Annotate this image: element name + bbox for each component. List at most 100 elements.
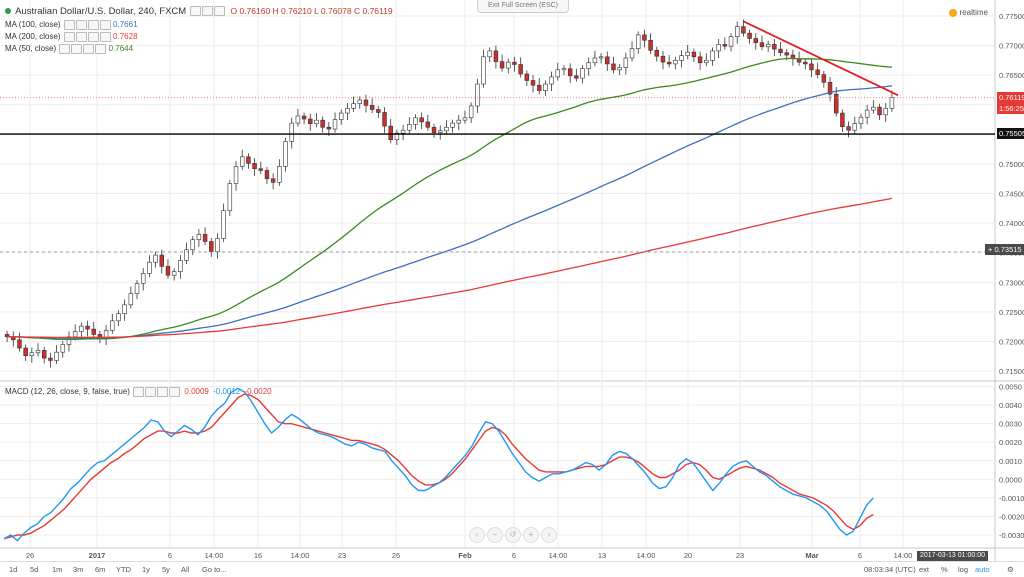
reset-icon[interactable]: ↺	[505, 527, 521, 543]
close-icon[interactable]	[87, 32, 99, 42]
period-all[interactable]: All	[181, 565, 190, 574]
macd-tick-label: -0.0020	[999, 512, 1024, 521]
candle	[17, 339, 22, 349]
candle	[184, 249, 189, 261]
ma50-label: MA (50, close)	[5, 44, 57, 54]
period-5d[interactable]: 5d	[30, 565, 39, 574]
goto-button[interactable]: Go to...	[202, 565, 227, 574]
candle	[29, 352, 35, 357]
gear-icon[interactable]	[75, 20, 87, 30]
candle	[54, 351, 59, 361]
candle	[629, 48, 635, 59]
log-toggle[interactable]: log	[958, 565, 969, 574]
eye-icon[interactable]	[59, 44, 71, 54]
candle	[530, 80, 536, 86]
more-icon[interactable]	[99, 20, 111, 30]
price-tick-label: 0.72500	[999, 308, 1024, 317]
period-1m[interactable]: 1m	[52, 565, 63, 574]
zoom-out-icon[interactable]: −	[487, 527, 503, 543]
utc-time[interactable]: 08:03:34 (UTC)	[864, 565, 916, 574]
price-tick-label: 0.72000	[999, 338, 1024, 347]
resistance-trendline[interactable]	[743, 20, 899, 97]
candle	[332, 119, 338, 130]
candle	[623, 57, 629, 68]
realtime-indicator[interactable]: realtime	[948, 8, 988, 17]
period-5y[interactable]: 5y	[162, 565, 170, 574]
ma50-line	[7, 57, 892, 341]
candle	[134, 283, 140, 294]
plus-icon[interactable]: +	[988, 245, 995, 254]
gear-icon[interactable]	[201, 6, 213, 17]
zoom-in-icon[interactable]: +	[523, 527, 539, 543]
scroll-right-icon[interactable]: ›	[541, 527, 557, 543]
period-1y[interactable]: 1y	[142, 565, 150, 574]
candle	[666, 61, 672, 65]
ext-toggle[interactable]: ext	[919, 565, 930, 574]
macd-legend[interactable]: MACD (12, 26, close, 9, false, true) 0.0…	[5, 387, 272, 397]
percent-toggle[interactable]: %	[941, 565, 948, 574]
candle	[289, 122, 294, 142]
candle	[128, 293, 134, 306]
eye-icon[interactable]	[133, 387, 145, 397]
candle	[202, 234, 208, 242]
more-icon[interactable]	[95, 44, 107, 54]
period-3m[interactable]: 3m	[73, 565, 84, 574]
candle	[444, 126, 449, 132]
candle	[765, 44, 771, 48]
candle	[308, 118, 313, 125]
ma100-value: 0.7661	[113, 20, 138, 30]
eye-icon[interactable]	[63, 32, 75, 42]
eye-icon[interactable]	[189, 6, 201, 17]
ma200-legend[interactable]: MA (200, close) 0.7628	[5, 32, 138, 42]
candle	[431, 126, 437, 133]
period-ytd[interactable]: YTD	[116, 565, 131, 574]
candle	[555, 69, 560, 78]
candle	[611, 63, 616, 71]
exit-fullscreen-button[interactable]: Exit Full Screen (ESC)	[477, 0, 569, 13]
candle	[48, 357, 53, 361]
gear-icon[interactable]	[145, 387, 157, 397]
x-tick-label: 16	[254, 551, 262, 560]
x-tick-label: 6	[858, 551, 862, 560]
candle	[301, 115, 307, 120]
candle	[116, 313, 121, 322]
candle	[747, 32, 752, 39]
candle	[549, 76, 554, 85]
candle	[499, 61, 505, 69]
close-icon[interactable]	[83, 44, 95, 54]
candle	[110, 320, 115, 331]
auto-toggle[interactable]: auto	[975, 565, 990, 574]
ma100-legend[interactable]: MA (100, close) 0.7661	[5, 20, 138, 30]
ma50-legend[interactable]: MA (50, close) 0.7644	[5, 44, 133, 54]
gear-icon[interactable]	[75, 32, 87, 42]
candle	[122, 304, 127, 315]
scroll-left-icon[interactable]: ‹	[469, 527, 485, 543]
candle	[394, 132, 400, 140]
close-icon[interactable]	[157, 387, 169, 397]
period-1d[interactable]: 1d	[9, 565, 18, 574]
eye-icon[interactable]	[63, 20, 75, 30]
candle	[227, 183, 233, 212]
more-icon[interactable]	[169, 387, 181, 397]
candle	[178, 260, 183, 272]
candle	[270, 178, 276, 183]
candle	[728, 36, 734, 47]
x-tick-label: 23	[736, 551, 744, 560]
settings-gear-icon[interactable]: ⚙	[1007, 565, 1014, 574]
candle	[815, 69, 820, 75]
close-icon[interactable]	[213, 6, 225, 17]
macd-tick-label: 0.0020	[999, 438, 1022, 447]
candle	[716, 44, 721, 52]
more-icon[interactable]	[99, 32, 111, 42]
last-price-label: 0.76119	[997, 92, 1024, 103]
candle	[648, 39, 653, 51]
candle	[753, 38, 758, 43]
period-6m[interactable]: 6m	[95, 565, 106, 574]
close-icon[interactable]	[87, 20, 99, 30]
macd-line	[3, 387, 874, 542]
price-tick-label: 0.74500	[999, 190, 1024, 199]
candle	[462, 117, 468, 121]
countdown-label: 1:56:25	[997, 103, 1024, 114]
gear-icon[interactable]	[71, 44, 83, 54]
